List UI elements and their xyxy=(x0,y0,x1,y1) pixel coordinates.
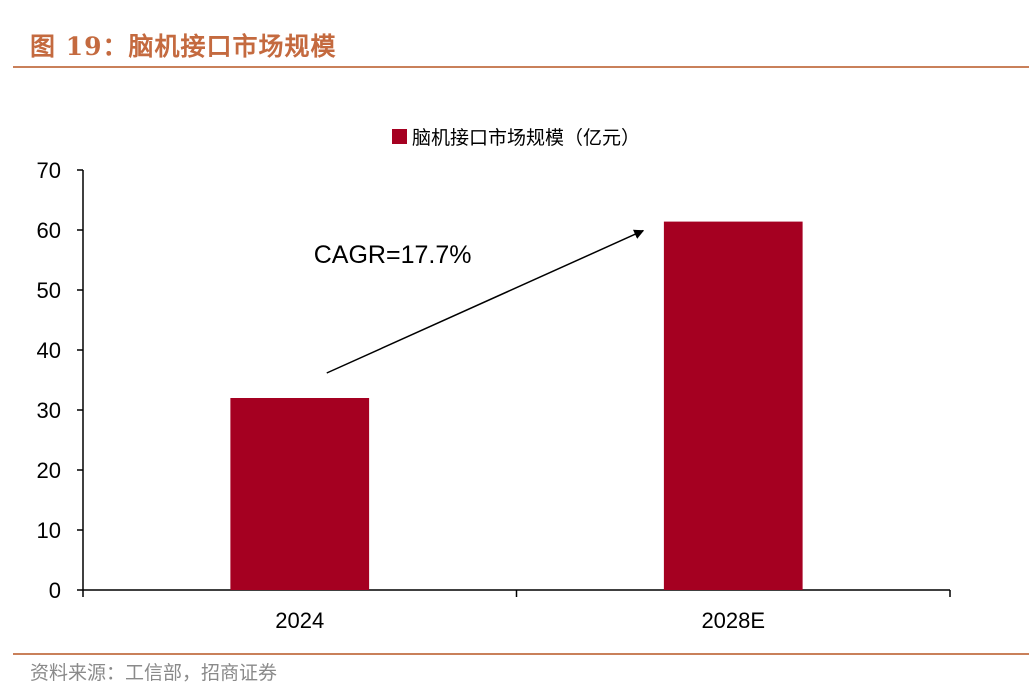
y-tick-label: 0 xyxy=(49,578,61,603)
bar-2024 xyxy=(230,398,370,590)
cagr-label: CAGR=17.7% xyxy=(314,241,472,269)
figure-title: 图 19：脑机接口市场规模 xyxy=(30,32,337,61)
chart-legend: 脑机接口市场规模（亿元） xyxy=(392,127,640,149)
y-tick-label: 20 xyxy=(37,458,61,483)
x-axis: 2024 2028E xyxy=(82,589,951,633)
legend-label: 脑机接口市场规模（亿元） xyxy=(412,127,640,149)
y-tick-label: 40 xyxy=(37,338,61,363)
y-tick-label: 50 xyxy=(37,278,61,303)
y-tick-label: 10 xyxy=(37,518,61,543)
y-tick-label: 70 xyxy=(37,158,61,183)
title-divider xyxy=(13,66,1029,68)
x-tick-label: 2028E xyxy=(701,608,765,633)
bar-group xyxy=(230,221,803,590)
source-note: 资料来源：工信部，招商证券 xyxy=(30,662,278,684)
cagr-arrow xyxy=(326,229,645,374)
legend-swatch xyxy=(392,129,407,144)
bar-2028E xyxy=(663,221,803,590)
y-axis: 0 10 20 30 40 50 60 70 xyxy=(37,158,84,603)
x-tick-label: 2024 xyxy=(275,608,324,633)
y-tick-label: 60 xyxy=(37,218,61,243)
cagr-annotation: CAGR=17.7% xyxy=(314,229,645,374)
source-divider xyxy=(13,653,1029,655)
y-tick-label: 30 xyxy=(37,398,61,423)
